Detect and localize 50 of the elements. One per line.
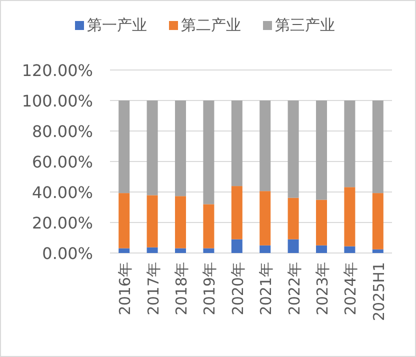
bar [344, 100, 356, 188]
bar [203, 204, 214, 248]
x-tick-label: 2025H1 [370, 262, 388, 321]
x-tick-label: 2019年 [200, 262, 219, 316]
x-tick-label: 2022年 [285, 262, 304, 316]
bar [260, 191, 271, 246]
x-tick-label: 2016年 [116, 262, 134, 316]
x-tick-label: 2017年 [144, 262, 162, 316]
bar [344, 246, 356, 253]
bar [203, 100, 214, 204]
bar [316, 100, 327, 200]
bar [146, 100, 158, 196]
x-tick-label: 2020年 [228, 262, 247, 316]
bar [146, 247, 158, 253]
bar [146, 195, 158, 248]
y-tick-label: 120.00% [22, 61, 93, 80]
bar [175, 100, 186, 196]
bar [372, 100, 384, 194]
bar [231, 100, 242, 186]
bar [231, 186, 242, 240]
bar [118, 248, 130, 253]
legend-label: 第一产业 [87, 16, 147, 34]
bar [288, 100, 299, 198]
x-tick-label: 2023年 [314, 262, 332, 316]
x-tick-label: 2021年 [257, 262, 276, 316]
bar [260, 245, 271, 253]
x-tick-label: 2018年 [172, 262, 190, 316]
bar [316, 200, 327, 246]
x-tick-label: 2024年 [342, 262, 360, 316]
bar [372, 193, 384, 250]
bar [231, 239, 242, 253]
y-tick-label: 100.00% [22, 92, 93, 110]
bar [175, 196, 186, 248]
bar [372, 249, 384, 253]
bar [288, 239, 299, 253]
y-tick-label: 0.00% [42, 244, 93, 263]
y-tick-label: 80.00% [32, 122, 93, 141]
legend-label: 第二产业 [181, 16, 241, 34]
legend-label: 第三产业 [275, 16, 335, 34]
bar [344, 187, 356, 246]
bar [316, 245, 327, 253]
bar [175, 248, 186, 253]
bar [288, 198, 299, 240]
bar [118, 100, 130, 194]
y-tick-label: 40.00% [32, 183, 93, 202]
bar [203, 248, 214, 253]
bar [118, 193, 130, 248]
y-tick-label: 60.00% [32, 152, 93, 172]
bar [260, 100, 271, 192]
y-tick-label: 20.00% [32, 214, 93, 232]
